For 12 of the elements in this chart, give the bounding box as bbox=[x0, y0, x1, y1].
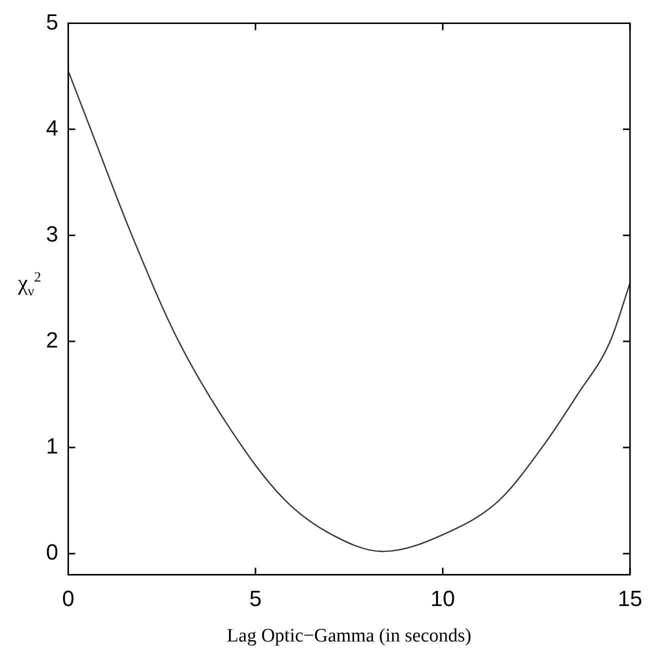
x-tick-label: 10 bbox=[430, 586, 455, 612]
x-tick-label: 5 bbox=[249, 586, 262, 612]
line-series bbox=[68, 70, 630, 552]
y-tick-label: 4 bbox=[46, 115, 58, 140]
x-tick-label: 15 bbox=[618, 586, 642, 612]
y-tick-label: 5 bbox=[46, 9, 58, 34]
y-tick-label: 2 bbox=[46, 327, 58, 352]
y-tick-label: 0 bbox=[46, 540, 58, 565]
x-axis-title: Lag Optic−Gamma (in seconds) bbox=[226, 626, 472, 647]
x-tick-label: 0 bbox=[62, 586, 74, 612]
y-tick-label: 3 bbox=[46, 221, 58, 246]
y-tick-label: 1 bbox=[46, 434, 58, 459]
